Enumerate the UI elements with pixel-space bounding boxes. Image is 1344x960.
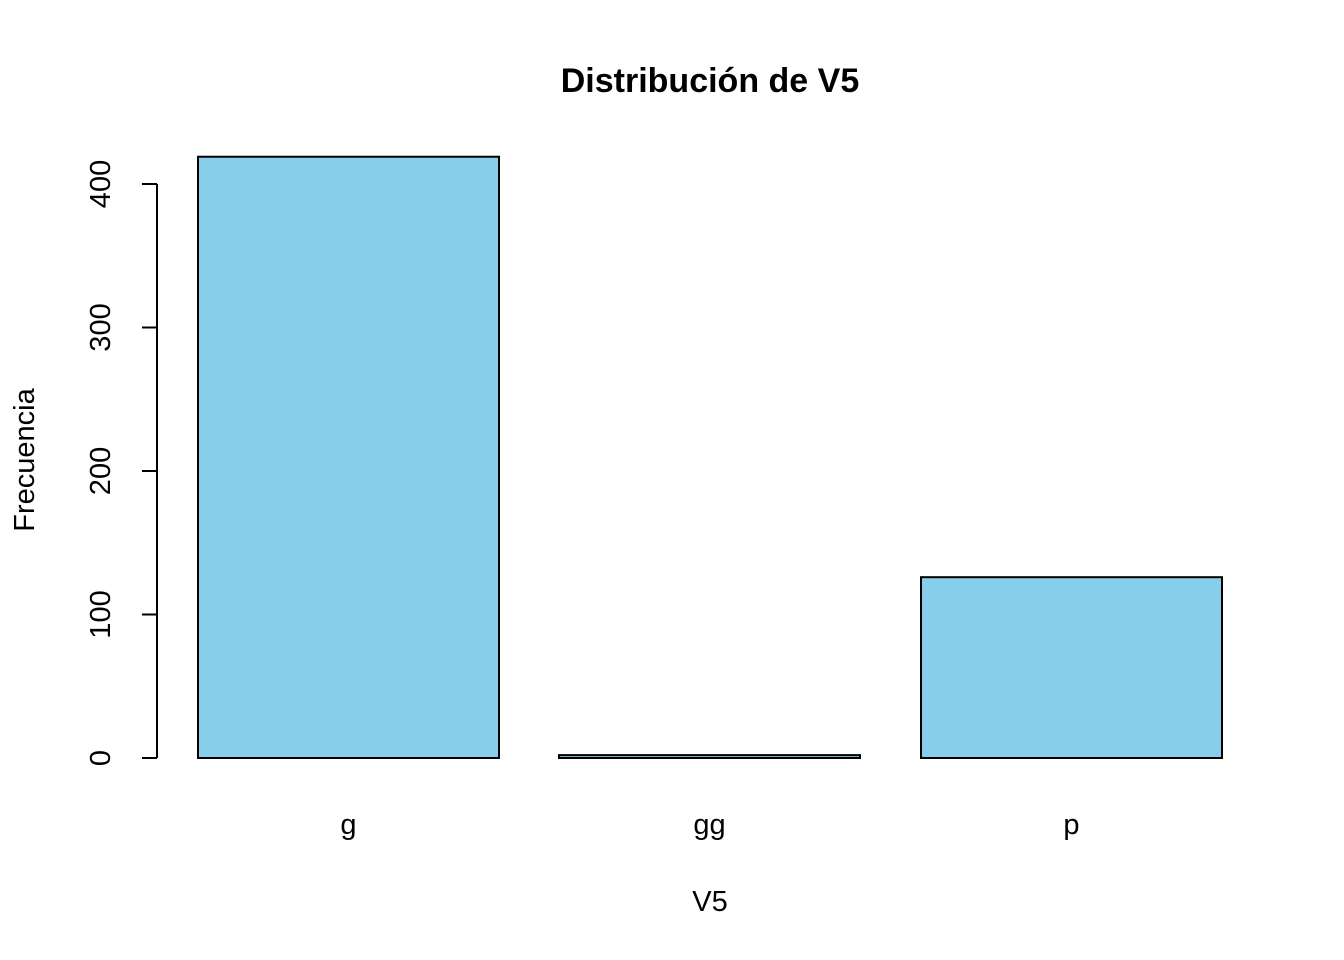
chart-title: Distribución de V5 [561,62,860,100]
x-tick-label-g: g [340,809,356,841]
bar-g [197,155,500,760]
x-category-labels: g gg p [340,809,1079,841]
y-tick-label-400: 400 [85,160,117,208]
y-tick-label-0: 0 [85,750,117,766]
y-axis: 0 100 200 300 400 [85,160,158,766]
bar-gg [558,754,861,760]
bar-p [920,576,1223,759]
bars [197,155,1223,760]
x-axis-label: V5 [692,886,727,918]
x-tick-label-p: p [1063,809,1079,841]
y-tick-label-300: 300 [85,303,117,351]
y-tick-label-100: 100 [85,590,117,638]
y-axis-label: Frecuencia [9,387,41,531]
x-tick-label-gg: gg [693,809,725,841]
y-tick-label-200: 200 [85,447,117,495]
